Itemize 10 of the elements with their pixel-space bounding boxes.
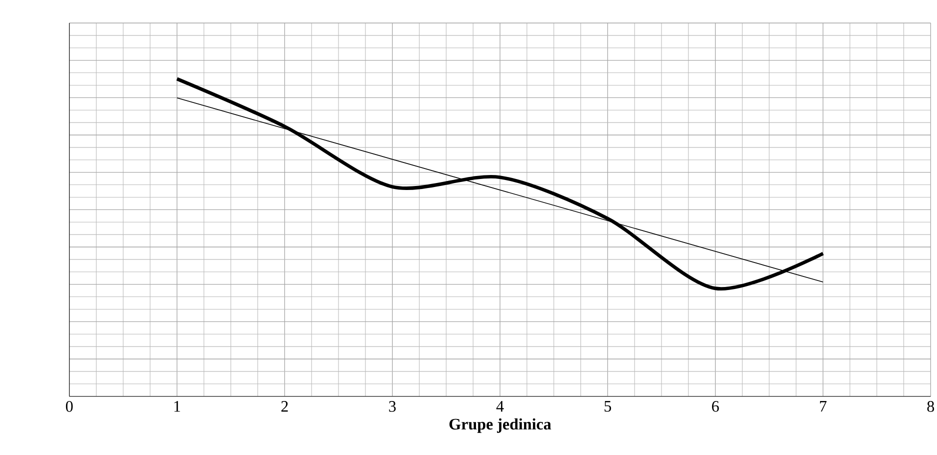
x-tick-label: 1 xyxy=(174,401,180,412)
x-tick-label: 3 xyxy=(389,401,396,412)
x-tick-label: 4 xyxy=(496,401,504,412)
x-tick-label: 5 xyxy=(604,401,612,412)
x-axis-title: Grupe jedinica xyxy=(449,418,552,433)
x-tick-label: 2 xyxy=(281,401,288,412)
x-tick-label: 6 xyxy=(712,401,719,412)
x-tick-label: 8 xyxy=(927,401,934,412)
x-tick-label: 7 xyxy=(820,401,827,412)
x-tick-label: 0 xyxy=(66,401,73,412)
